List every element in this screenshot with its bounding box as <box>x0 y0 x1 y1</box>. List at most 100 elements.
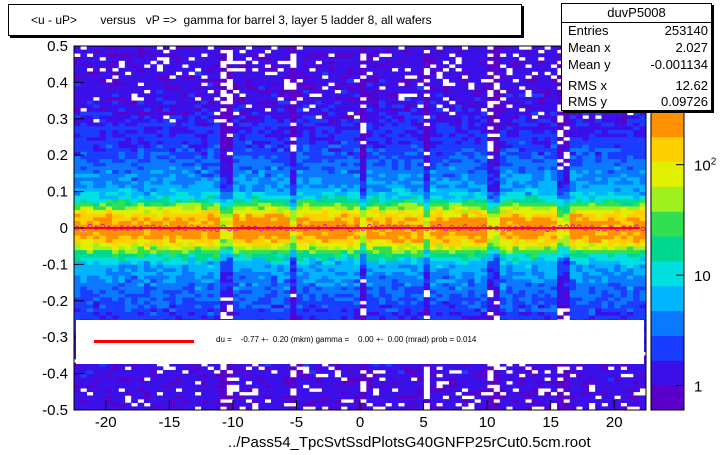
heatmap-cell <box>372 268 380 272</box>
heatmap-cell <box>137 264 145 269</box>
heatmap-cell <box>290 380 297 385</box>
heatmap-cell <box>232 275 240 280</box>
heatmap-cell <box>118 173 126 178</box>
heatmap-cell <box>80 380 88 385</box>
heatmap-cell <box>271 155 278 160</box>
heatmap-cell <box>226 202 234 207</box>
heatmap-cell <box>124 137 132 141</box>
heatmap-cell <box>302 104 310 109</box>
heatmap-cell <box>353 275 361 280</box>
heatmap-cell <box>232 220 240 225</box>
heatmap-cell <box>182 366 189 371</box>
heatmap-cell <box>379 242 386 247</box>
heatmap-cell <box>385 64 393 69</box>
heatmap-cell <box>207 111 215 116</box>
heatmap-cell <box>353 260 361 265</box>
heatmap-cell <box>74 158 81 163</box>
heatmap-cell <box>340 206 348 211</box>
heatmap-cell <box>80 402 88 407</box>
heatmap-cell <box>156 304 164 309</box>
heatmap-cell <box>360 282 367 287</box>
heatmap-cell <box>398 137 405 141</box>
heatmap-cell <box>239 187 246 192</box>
heatmap-cell <box>385 399 393 404</box>
heatmap-cell <box>226 289 234 294</box>
heatmap-cell <box>353 399 361 404</box>
heatmap-cell <box>271 217 278 222</box>
heatmap-cell <box>137 362 145 367</box>
heatmap-cell <box>162 293 170 298</box>
heatmap-cell <box>315 162 323 167</box>
heatmap-cell <box>385 144 393 149</box>
heatmap-cell <box>207 166 215 171</box>
heatmap-cell <box>309 169 316 174</box>
heatmap-cell <box>220 395 227 400</box>
heatmap-cell <box>379 391 386 396</box>
heatmap-cell <box>353 195 361 200</box>
heatmap-cell <box>271 260 278 265</box>
heatmap-cell <box>226 198 234 203</box>
heatmap-cell <box>118 304 126 309</box>
heatmap-cell <box>105 187 113 192</box>
heatmap-cell <box>290 89 297 94</box>
heatmap-cell <box>353 147 361 152</box>
heatmap-cell <box>80 246 88 251</box>
heatmap-cell <box>201 220 208 225</box>
heatmap-cell <box>385 93 393 98</box>
heatmap-cell <box>162 395 170 400</box>
heatmap-cell <box>277 275 285 280</box>
heatmap-cell <box>296 388 304 393</box>
heatmap-cell <box>150 155 157 160</box>
heatmap-cell <box>296 228 304 232</box>
heatmap-cell <box>226 238 234 243</box>
heatmap-cell <box>251 187 259 192</box>
heatmap-cell <box>347 362 354 367</box>
heatmap-cell <box>80 96 88 101</box>
heatmap-cell <box>283 93 291 98</box>
heatmap-cell <box>99 235 107 240</box>
heatmap-cell <box>175 304 183 309</box>
heatmap-cell <box>201 268 208 272</box>
heatmap-cell <box>232 271 240 276</box>
heatmap-cell <box>277 271 285 276</box>
heatmap-cell <box>353 384 361 389</box>
heatmap-cell <box>372 315 380 320</box>
heatmap-cell <box>80 206 88 211</box>
heatmap-cell <box>201 304 208 309</box>
heatmap-cell <box>207 180 215 185</box>
heatmap-cell <box>315 395 323 400</box>
heatmap-cell <box>226 187 234 192</box>
heatmap-cell <box>353 155 361 160</box>
heatmap-cell <box>328 286 335 291</box>
heatmap-cell <box>315 118 323 123</box>
heatmap-cell <box>309 187 316 192</box>
heatmap-cell <box>391 249 399 254</box>
heatmap-cell <box>124 220 132 225</box>
heatmap-cell <box>182 122 189 127</box>
heatmap-cell <box>86 249 94 254</box>
heatmap-cell <box>328 166 335 171</box>
heatmap-cell <box>258 311 265 316</box>
heatmap-cell <box>277 126 285 131</box>
heatmap-cell <box>213 293 221 298</box>
heatmap-cell <box>264 209 272 214</box>
heatmap-cell <box>182 56 189 61</box>
heatmap-cell <box>404 60 412 65</box>
heatmap-cell <box>271 249 278 254</box>
heatmap-cell <box>264 406 272 411</box>
heatmap-cell <box>372 78 380 83</box>
heatmap-cell <box>93 122 100 127</box>
heatmap-cell <box>277 311 285 316</box>
heatmap-cell <box>169 213 176 218</box>
heatmap-cell <box>137 289 145 294</box>
heatmap-cell <box>385 195 393 200</box>
heatmap-cell <box>143 362 151 367</box>
heatmap-cell <box>220 56 227 61</box>
heatmap-cell <box>220 242 227 247</box>
heatmap-cell <box>302 275 310 280</box>
heatmap-cell <box>182 293 189 298</box>
heatmap-cell <box>162 231 170 236</box>
heatmap-cell <box>353 246 361 251</box>
heatmap-cell <box>271 228 278 232</box>
heatmap-cell <box>271 388 278 393</box>
